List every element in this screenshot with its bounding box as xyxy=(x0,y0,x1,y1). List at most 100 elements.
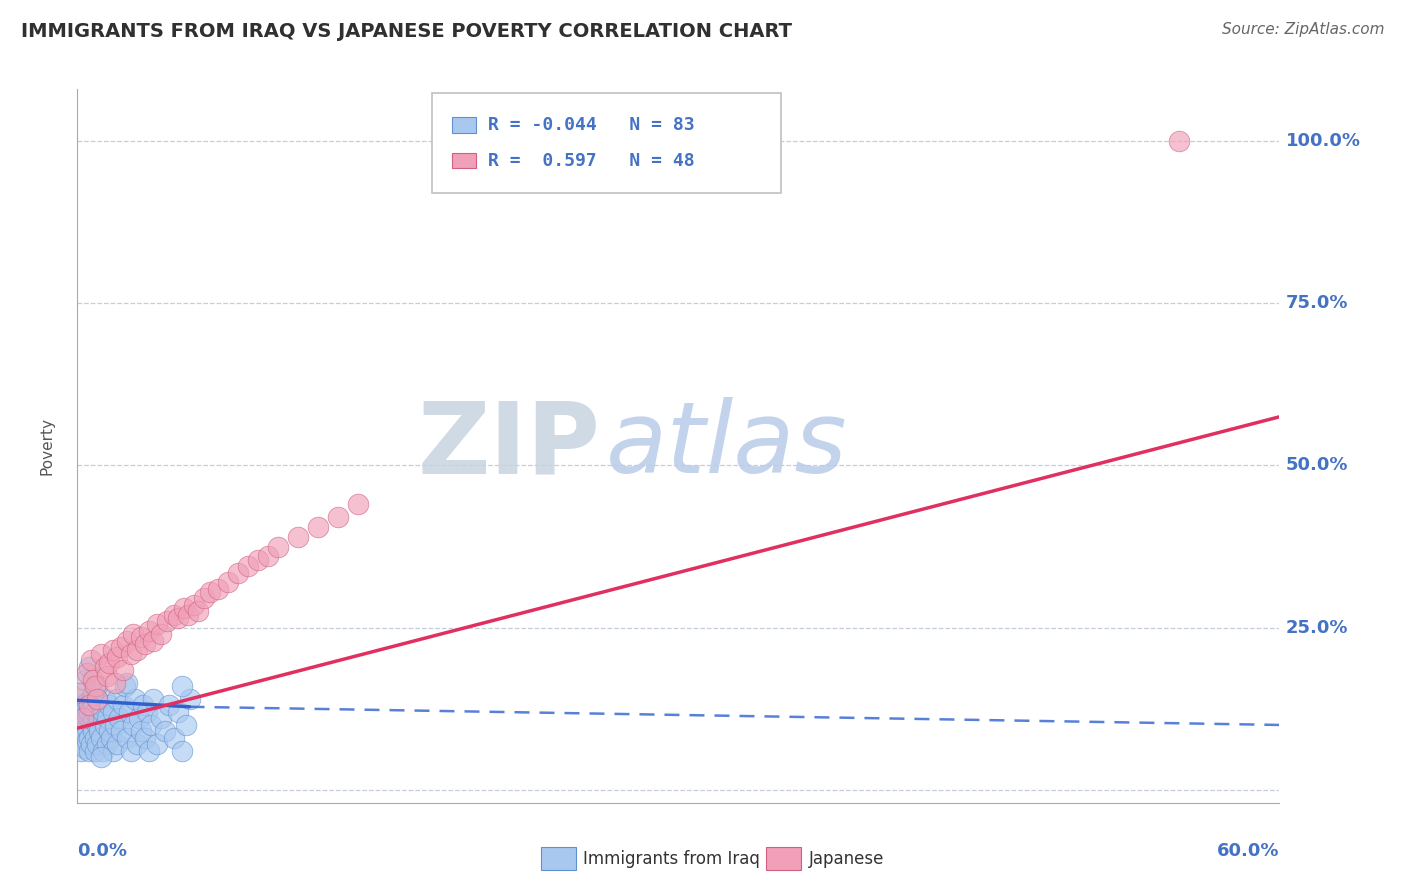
Point xyxy=(104,675,127,690)
Point xyxy=(142,633,165,648)
Point xyxy=(118,705,141,719)
Point xyxy=(186,604,209,618)
Text: Japanese: Japanese xyxy=(808,850,884,868)
Point xyxy=(114,679,136,693)
Point xyxy=(117,731,139,745)
Text: Poverty: Poverty xyxy=(39,417,55,475)
Point xyxy=(90,698,112,713)
Text: R = -0.044   N = 83: R = -0.044 N = 83 xyxy=(488,116,695,134)
Point xyxy=(82,698,104,713)
Point xyxy=(96,669,118,683)
Point xyxy=(90,647,112,661)
Point xyxy=(166,705,188,719)
Point xyxy=(162,731,184,745)
Point xyxy=(79,705,101,719)
Point xyxy=(110,640,132,654)
Point xyxy=(76,708,98,723)
Point xyxy=(90,750,112,764)
Point xyxy=(86,718,108,732)
Point xyxy=(94,718,117,732)
Point xyxy=(326,510,349,524)
Text: 100.0%: 100.0% xyxy=(1285,132,1361,150)
Point xyxy=(72,738,94,752)
Point xyxy=(67,685,90,699)
Point xyxy=(104,718,127,732)
Point xyxy=(100,731,122,745)
Point xyxy=(93,705,115,719)
Point xyxy=(128,711,150,725)
Point xyxy=(76,695,98,709)
Point xyxy=(75,702,97,716)
Point xyxy=(236,559,259,574)
Text: ZIP: ZIP xyxy=(418,398,600,494)
Point xyxy=(217,575,239,590)
FancyBboxPatch shape xyxy=(432,93,780,193)
Point xyxy=(76,721,98,735)
Point xyxy=(94,659,117,673)
Point xyxy=(72,724,94,739)
Point xyxy=(82,711,104,725)
Point xyxy=(98,698,121,713)
Point xyxy=(132,698,155,713)
Point xyxy=(93,744,115,758)
Point xyxy=(98,657,121,671)
Point xyxy=(150,711,173,725)
Point xyxy=(70,744,93,758)
Point xyxy=(226,566,249,580)
Point xyxy=(80,718,103,732)
Point xyxy=(76,734,98,748)
Point xyxy=(72,711,94,725)
Point xyxy=(127,643,149,657)
Point xyxy=(84,679,107,693)
Point xyxy=(179,692,201,706)
Point xyxy=(82,673,104,687)
Point xyxy=(156,614,179,628)
Point xyxy=(170,744,193,758)
Point xyxy=(75,728,97,742)
Point xyxy=(207,582,229,596)
Text: 50.0%: 50.0% xyxy=(1285,457,1348,475)
Point xyxy=(107,649,129,664)
Point xyxy=(117,675,139,690)
Point xyxy=(90,731,112,745)
Point xyxy=(108,711,131,725)
Point xyxy=(75,740,97,755)
Point xyxy=(150,627,173,641)
Point xyxy=(256,549,278,564)
Point xyxy=(84,705,107,719)
Point xyxy=(82,685,104,699)
Text: 60.0%: 60.0% xyxy=(1218,842,1279,860)
Point xyxy=(138,624,160,638)
Point xyxy=(107,738,129,752)
Point xyxy=(347,497,370,511)
Point xyxy=(86,692,108,706)
Text: Immigrants from Iraq: Immigrants from Iraq xyxy=(583,850,761,868)
Point xyxy=(103,643,125,657)
Point xyxy=(70,718,93,732)
Point xyxy=(146,738,169,752)
Point xyxy=(72,711,94,725)
Point xyxy=(170,679,193,693)
Point xyxy=(120,744,142,758)
Point xyxy=(117,633,139,648)
Point xyxy=(79,731,101,745)
Point xyxy=(122,627,145,641)
Point xyxy=(155,724,177,739)
Point xyxy=(198,585,221,599)
Text: 25.0%: 25.0% xyxy=(1285,619,1348,637)
Point xyxy=(80,653,103,667)
Point xyxy=(94,692,117,706)
Point xyxy=(89,711,111,725)
Point xyxy=(86,738,108,752)
Point xyxy=(75,673,97,687)
Bar xyxy=(453,153,477,169)
Point xyxy=(80,738,103,752)
Point xyxy=(84,744,107,758)
Point xyxy=(173,601,195,615)
Point xyxy=(183,598,205,612)
Point xyxy=(80,692,103,706)
Point xyxy=(67,705,90,719)
Point xyxy=(307,520,329,534)
Point xyxy=(162,607,184,622)
Point xyxy=(82,724,104,739)
